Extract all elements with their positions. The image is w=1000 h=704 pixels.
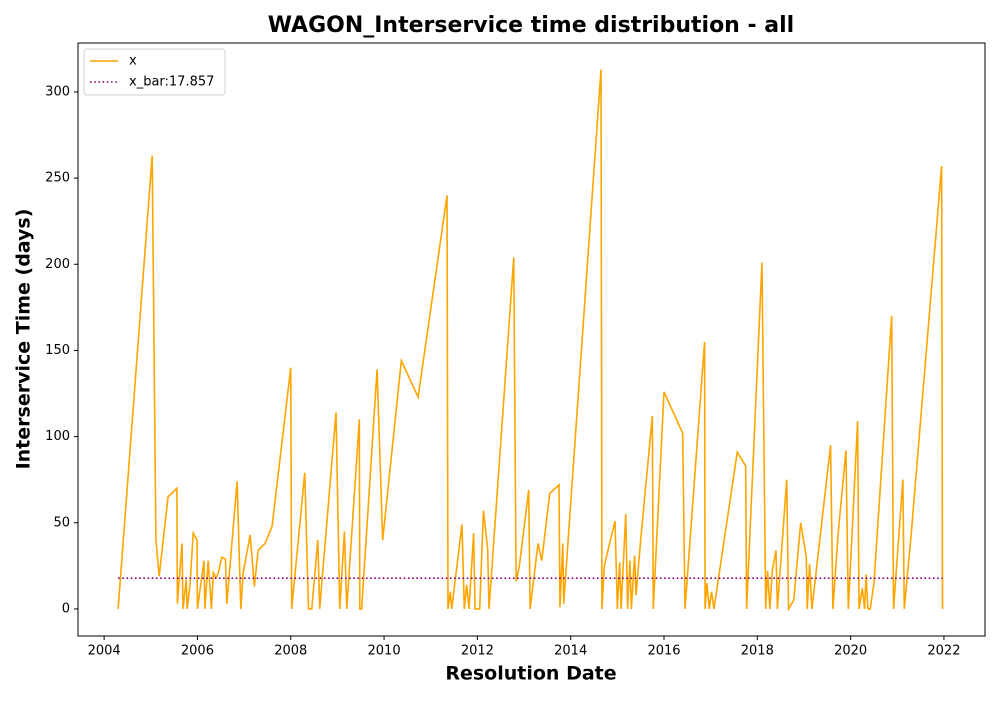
x-tick-label: 2020 (834, 644, 867, 659)
y-tick-label: 50 (53, 515, 70, 530)
y-tick-label: 300 (45, 84, 70, 99)
legend-label: x_bar:17.857 (129, 75, 214, 90)
y-axis-label: Interservice Time (days) (13, 209, 35, 470)
x-tick-label: 2018 (741, 644, 774, 659)
x-tick-label: 2004 (88, 644, 121, 659)
y-tick-label: 0 (62, 601, 70, 616)
x-axis-label: Resolution Date (445, 663, 616, 685)
legend-box (83, 48, 226, 96)
data-line (117, 69, 944, 612)
x-tick-label: 2022 (927, 644, 960, 659)
x-tick-label: 2008 (274, 644, 307, 659)
y-tick-label: 100 (45, 429, 70, 444)
y-tick-label: 150 (45, 343, 70, 358)
chart-title: WAGON_Interservice time distribution - a… (268, 13, 794, 38)
x-tick-label: 2010 (368, 644, 401, 659)
x-tick-label: 2006 (181, 644, 214, 659)
plot-frame (77, 42, 986, 637)
legend-label: x (129, 54, 137, 69)
x-tick-label: 2016 (647, 644, 680, 659)
y-tick-label: 200 (45, 257, 70, 272)
x-tick-label: 2014 (554, 644, 587, 659)
x-tick-label: 2012 (461, 644, 494, 659)
y-tick-label: 250 (45, 171, 70, 186)
